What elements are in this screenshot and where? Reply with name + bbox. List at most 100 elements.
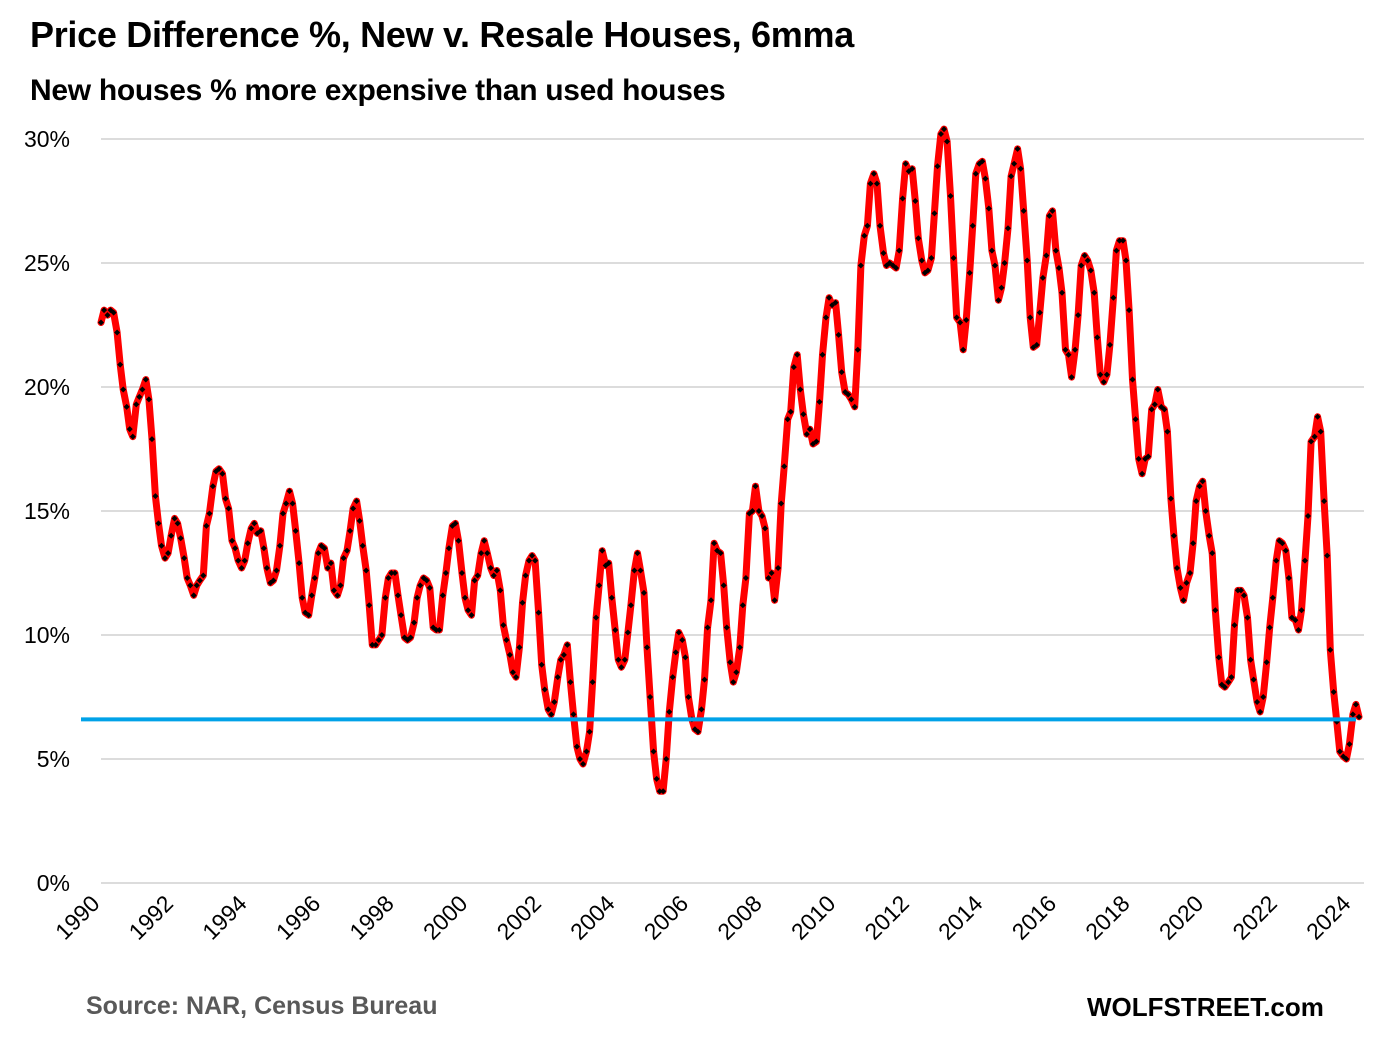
data-point-marker [417, 582, 424, 589]
data-point-marker [985, 205, 992, 212]
data-point-marker [98, 319, 104, 326]
data-point-marker [1017, 165, 1024, 172]
data-point-marker [216, 465, 223, 472]
data-point-marker [181, 555, 188, 562]
x-tick-label: 2006 [639, 890, 694, 945]
data-point-marker [148, 436, 155, 443]
data-point-marker [366, 602, 373, 609]
data-point-marker [742, 574, 749, 581]
data-point-marker [1110, 294, 1117, 301]
chart-subtitle: New houses % more expensive than used ho… [30, 74, 726, 107]
data-point-marker [570, 711, 577, 718]
data-point-marker [1228, 674, 1235, 681]
data-point-marker [708, 597, 715, 604]
data-point-marker [270, 577, 277, 584]
data-point-marker [583, 748, 590, 755]
data-point-marker [248, 525, 255, 532]
data-point-marker [845, 391, 852, 398]
data-point-marker [1024, 257, 1031, 264]
data-point-marker [1068, 374, 1075, 381]
data-point-marker [1273, 557, 1280, 564]
data-point-marker [1301, 557, 1308, 564]
data-point-marker [755, 508, 762, 514]
data-point-marker [1190, 540, 1197, 547]
data-point-marker [593, 614, 600, 621]
x-tick-label: 2010 [786, 890, 841, 945]
data-point-marker [1129, 376, 1136, 383]
data-point-marker [1234, 587, 1241, 594]
data-point-marker [1148, 406, 1155, 413]
data-point-marker [385, 574, 392, 581]
data-point-marker [538, 661, 545, 668]
x-tick-label: 2004 [565, 890, 620, 945]
data-point-marker [797, 386, 804, 393]
data-point-marker [864, 222, 871, 229]
data-point-marker [1014, 145, 1021, 152]
data-point-marker [455, 537, 462, 544]
data-point-marker [727, 659, 734, 666]
gridlines [101, 138, 1364, 884]
data-point-marker [924, 267, 931, 274]
data-point-marker [723, 624, 730, 631]
data-point-marker [1052, 247, 1059, 254]
data-point-marker [1346, 741, 1353, 748]
data-point-marker [104, 312, 111, 319]
data-point-marker [117, 361, 124, 368]
data-point-marker [739, 602, 746, 609]
data-point-marker [909, 165, 916, 172]
data-point-marker [1027, 314, 1034, 321]
x-tick-label: 2014 [933, 890, 988, 945]
data-point-marker [1132, 416, 1139, 423]
data-point-marker [877, 222, 884, 229]
data-point-marker [1103, 371, 1110, 378]
data-point-marker [1135, 455, 1142, 462]
data-point-marker [995, 297, 1002, 304]
data-point-marker [1352, 701, 1359, 708]
data-point-marker [1049, 207, 1056, 214]
data-point-marker [1247, 656, 1254, 663]
data-point-marker [296, 560, 303, 567]
data-point-marker [979, 158, 986, 165]
data-point-marker [698, 706, 705, 713]
data-point-marker [752, 483, 759, 490]
data-point-marker [612, 627, 619, 634]
data-point-marker [487, 565, 494, 572]
data-point-marker [280, 510, 287, 517]
data-point-marker [586, 728, 593, 735]
data-point-marker [778, 500, 785, 507]
data-point-marker [902, 160, 909, 167]
data-point-marker [704, 624, 711, 631]
data-point-marker [1084, 257, 1091, 264]
data-point-marker [458, 570, 465, 576]
data-point-marker [1145, 453, 1152, 460]
y-tick-label: 30% [24, 126, 70, 152]
data-point-marker [1231, 622, 1238, 629]
data-point-marker [353, 498, 360, 505]
x-tick-label: 2022 [1227, 890, 1282, 945]
data-point-marker [944, 138, 951, 145]
data-point-marker [1046, 212, 1053, 219]
data-point-marker [660, 788, 667, 795]
data-point-marker [589, 679, 596, 686]
data-point-marker [838, 369, 845, 376]
data-point-marker [826, 294, 833, 301]
data-point-marker [490, 572, 497, 579]
data-point-marker [337, 582, 344, 589]
data-point-marker [532, 557, 539, 564]
data-point-marker [969, 222, 976, 229]
data-point-marker [305, 612, 312, 619]
data-point-marker [730, 679, 737, 686]
data-point-marker [155, 520, 162, 527]
data-point-marker [1154, 386, 1161, 393]
data-point-marker [787, 408, 794, 415]
data-point-marker [1263, 659, 1270, 666]
data-point-marker [800, 411, 807, 418]
data-point-marker [1170, 532, 1177, 539]
data-point-marker [375, 636, 382, 643]
data-point-marker [950, 255, 957, 262]
data-point-marker [1221, 684, 1228, 691]
data-point-marker [251, 520, 258, 527]
data-point-marker [867, 180, 874, 187]
data-point-marker [998, 284, 1005, 291]
data-point-marker [634, 550, 641, 557]
